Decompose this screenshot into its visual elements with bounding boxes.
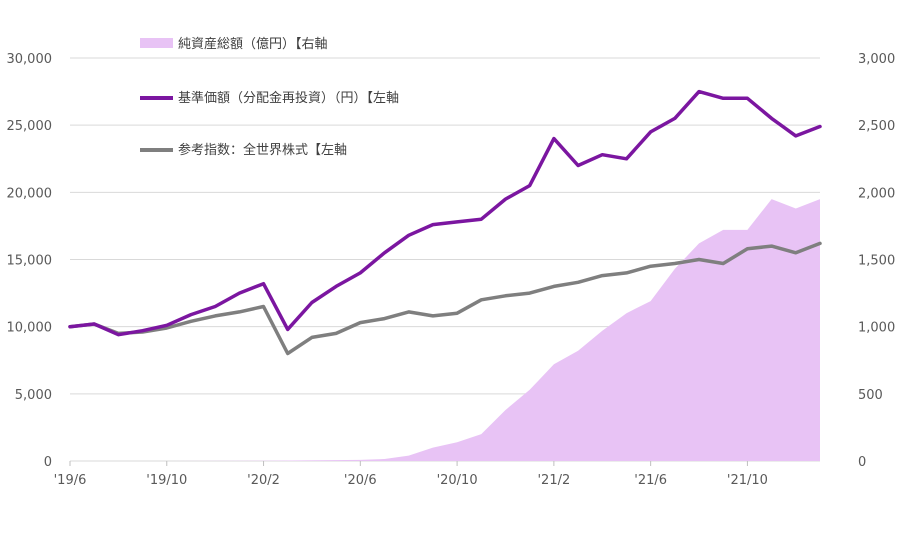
left-axis-tick-label: 25,000 [7,119,53,134]
left-axis-ticks: 0 5,000 10,000 15,000 20,000 25,000 30,000 [7,52,53,470]
legend-item-index: 参考指数：全世界株式【左軸 [140,142,347,158]
x-axis-tick-label: '19/10 [146,473,187,488]
right-axis-tick-label: 1,000 [858,321,895,336]
left-axis-tick-label: 30,000 [7,52,53,67]
legend: 純資産総額（億円）【右軸 基準価額（分配金再投資）（円）【左軸 参考指数：全世界… [140,36,399,158]
legend-swatch-nav-total [140,38,173,48]
x-axis-tick-label: '21/2 [537,473,570,488]
right-axis-ticks: 0 500 1,000 1,500 2,000 2,500 3,000 [858,52,895,470]
left-axis-tick-label: 10,000 [7,321,53,336]
right-axis-tick-label: 2,000 [858,186,895,201]
x-axis-tick-label: '20/6 [344,473,377,488]
left-axis-tick-label: 5,000 [15,388,52,403]
price-lines-layer [68,89,822,356]
right-axis-tick-label: 2,500 [858,119,895,134]
index-line [68,241,822,356]
x-axis-tick-label: '20/2 [247,473,280,488]
legend-item-fund: 基準価額（分配金再投資）（円）【左軸 [140,90,399,106]
right-axis-tick-label: 1,500 [858,254,895,269]
left-axis-tick-label: 15,000 [7,254,53,269]
x-axis-tick-label: '19/6 [54,473,87,488]
right-axis-tick-label: 3,000 [858,52,895,67]
nav-total-area-layer [70,199,820,461]
x-axis-tick-label: '21/6 [634,473,667,488]
legend-item-nav-total: 純資産総額（億円）【右軸 [140,36,328,52]
x-axis-ticks: '19/6 '19/10 '20/2 '20/6 '20/10 '21/2 '21/6 '21… [54,461,768,488]
legend-label-nav-total: 純資産総額（億円）【右軸 [178,36,328,52]
legend-label-index: 参考指数：全世界株式【左軸 [178,142,347,158]
x-axis-tick-label: '21/10 [727,473,768,488]
right-axis-tick-label: 0 [858,455,866,470]
left-axis-tick-label: 0 [44,455,52,470]
fund-line [68,89,822,337]
left-axis-tick-label: 20,000 [7,186,53,201]
legend-label-fund: 基準価額（分配金再投資）（円）【左軸 [178,90,399,106]
right-axis-tick-label: 500 [858,388,883,403]
gridlines [70,57,820,462]
nav-total-area [70,199,820,461]
x-axis-tick-label: '20/10 [437,473,478,488]
